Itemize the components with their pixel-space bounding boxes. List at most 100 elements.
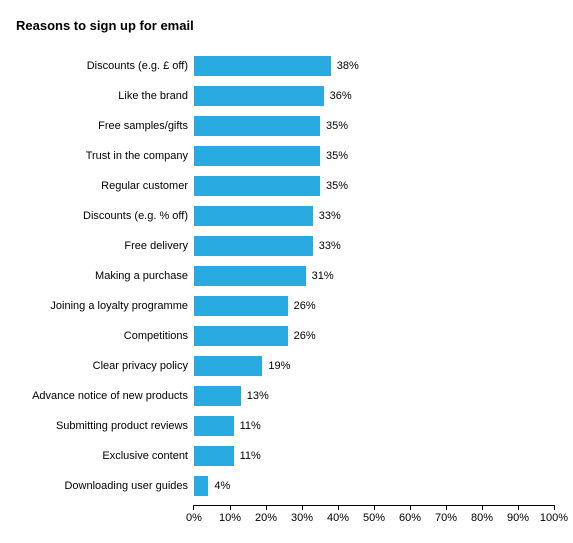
bar: [194, 56, 331, 76]
category-label: Regular customer: [14, 180, 194, 193]
category-label: Free samples/gifts: [14, 120, 194, 133]
bar-value-label: 19%: [268, 360, 290, 372]
bar: [194, 296, 288, 316]
x-tick-label: 30%: [291, 512, 313, 524]
bar-plot-area: 11%: [194, 411, 554, 441]
category-label: Clear privacy policy: [14, 360, 194, 373]
bar-row: Regular customer 35%: [14, 171, 559, 201]
x-tick-label: 0%: [186, 512, 202, 524]
x-tick-mark: [194, 505, 195, 510]
bar-row: Making a purchase31%: [14, 261, 559, 291]
category-label: Downloading user guides: [14, 480, 194, 493]
x-tick-mark: [482, 505, 483, 510]
bar-plot-area: 31%: [194, 261, 554, 291]
category-label: Exclusive content: [14, 450, 194, 463]
bar-plot-area: 33%: [194, 201, 554, 231]
x-tick-label: 50%: [363, 512, 385, 524]
bar-value-label: 11%: [240, 450, 261, 462]
x-tick-mark: [446, 505, 447, 510]
bar-value-label: 26%: [294, 300, 316, 312]
bar-value-label: 4%: [214, 480, 230, 492]
x-tick: 30%: [291, 505, 313, 524]
x-tick-mark: [374, 505, 375, 510]
bar: [194, 416, 234, 436]
x-tick: 60%: [399, 505, 421, 524]
bar-value-label: 38%: [337, 60, 359, 72]
bar-row: Discounts (e.g. % off) 33%: [14, 201, 559, 231]
x-tick-label: 20%: [255, 512, 277, 524]
bar-plot-area: 33%: [194, 231, 554, 261]
bar-chart: Discounts (e.g. £ off)38%Like the brand3…: [14, 51, 559, 505]
bar-plot-area: 4%: [194, 471, 554, 501]
bar-row: Discounts (e.g. £ off) 38%: [14, 51, 559, 81]
bar-value-label: 31%: [312, 270, 334, 282]
bar-row: Like the brand 36%: [14, 81, 559, 111]
x-tick-mark: [518, 505, 519, 510]
bar-plot-area: 35%: [194, 171, 554, 201]
x-tick: 100%: [540, 505, 568, 524]
bar: [194, 266, 306, 286]
bar-plot-area: 38%: [194, 51, 554, 81]
x-tick: 50%: [363, 505, 385, 524]
bar-plot-area: 26%: [194, 291, 554, 321]
bar-row: Competitions 26%: [14, 321, 559, 351]
bar-plot-area: 35%: [194, 141, 554, 171]
bar-row: Exclusive content 11%: [14, 441, 559, 471]
x-tick: 20%: [255, 505, 277, 524]
x-tick-label: 100%: [540, 512, 568, 524]
bar-row: Trust in the company 35%: [14, 141, 559, 171]
category-label: Trust in the company: [14, 150, 194, 163]
x-tick-label: 90%: [507, 512, 529, 524]
bar-value-label: 35%: [326, 150, 348, 162]
bar: [194, 236, 313, 256]
chart-title: Reasons to sign up for email: [16, 18, 559, 33]
x-tick: 0%: [186, 505, 202, 524]
category-label: Submitting product reviews: [14, 420, 194, 433]
x-tick-label: 70%: [435, 512, 457, 524]
bar-plot-area: 26%: [194, 321, 554, 351]
x-tick: 10%: [219, 505, 241, 524]
bar-row: Clear privacy policy 19%: [14, 351, 559, 381]
bar-value-label: 13%: [247, 390, 269, 402]
category-label: Free delivery: [14, 240, 194, 253]
bar: [194, 86, 324, 106]
bar-row: Advance notice of new products 13%: [14, 381, 559, 411]
bar-value-label: 35%: [326, 180, 348, 192]
x-tick-label: 10%: [219, 512, 241, 524]
bar-row: Submitting product reviews 11%: [14, 411, 559, 441]
category-label: Competitions: [14, 330, 194, 343]
x-tick-mark: [338, 505, 339, 510]
bar: [194, 446, 234, 466]
bar-plot-area: 11%: [194, 441, 554, 471]
category-label: Discounts (e.g. £ off): [14, 60, 194, 73]
bar: [194, 326, 288, 346]
bar-row: Joining a loyalty programme 26%: [14, 291, 559, 321]
x-tick-mark: [230, 505, 231, 510]
x-tick: 90%: [507, 505, 529, 524]
bar-plot-area: 35%: [194, 111, 554, 141]
category-label: Joining a loyalty programme: [14, 300, 194, 313]
x-tick-mark: [553, 505, 554, 510]
bar: [194, 176, 320, 196]
bar-value-label: 26%: [294, 330, 316, 342]
bar-value-label: 33%: [319, 210, 341, 222]
bar-plot-area: 36%: [194, 81, 554, 111]
x-tick: 80%: [471, 505, 493, 524]
bar-value-label: 33%: [319, 240, 341, 252]
x-tick-mark: [302, 505, 303, 510]
bar: [194, 386, 241, 406]
x-tick-label: 60%: [399, 512, 421, 524]
bar-row: Downloading user guides 4%: [14, 471, 559, 501]
x-tick: 70%: [435, 505, 457, 524]
x-tick-mark: [410, 505, 411, 510]
bar-value-label: 36%: [330, 90, 352, 102]
category-label: Like the brand: [14, 90, 194, 103]
bar-value-label: 11%: [240, 420, 261, 432]
bar: [194, 146, 320, 166]
category-label: Advance notice of new products: [14, 390, 194, 403]
category-label: Discounts (e.g. % off): [14, 210, 194, 223]
bar-plot-area: 13%: [194, 381, 554, 411]
x-tick-mark: [266, 505, 267, 510]
x-tick: 40%: [327, 505, 349, 524]
x-tick-label: 80%: [471, 512, 493, 524]
